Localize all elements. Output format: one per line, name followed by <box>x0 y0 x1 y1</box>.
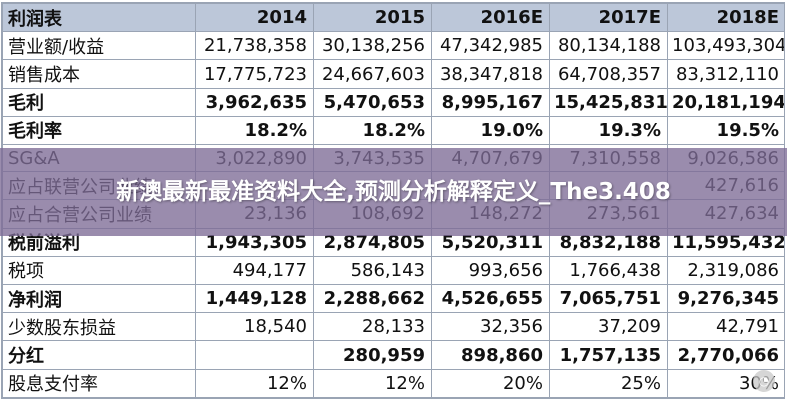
value-cell: 83,312,110 <box>667 59 784 89</box>
value-cell: 15,425,831 <box>549 87 668 117</box>
table-row: 毛利 3,962,635 5,470,653 8,995,167 15,425,831 2… <box>2 87 784 117</box>
value-cell: 18,540 <box>195 312 314 342</box>
value-cell: 2,770,066 <box>667 340 784 370</box>
row-label-cell: 毛利率 <box>2 115 196 146</box>
value-cell: 993,656 <box>431 255 550 286</box>
value-cell: 20% <box>431 368 550 398</box>
value-cell: 18.2% <box>195 115 314 146</box>
header-cell-title: 利润表 <box>2 3 196 33</box>
table-row: 营业额/收益 21,738,358 30,138,256 47,342,985 80,1… <box>2 31 784 61</box>
value-cell: 2,288,662 <box>313 283 432 314</box>
header-cell-2014: 2014 <box>195 3 314 33</box>
table-header-row: 利润表 2014 2015 2016E 2017E 2018E <box>2 3 784 33</box>
value-cell: 17,775,723 <box>195 59 314 89</box>
value-cell: 8,995,167 <box>431 87 550 117</box>
value-cell: 42,791 <box>667 312 784 342</box>
value-cell: 25% <box>549 368 668 398</box>
value-cell: 494,177 <box>195 255 314 286</box>
row-label-cell: 税项 <box>2 255 196 286</box>
watermark-logo-icon: ◔ <box>753 370 775 392</box>
row-label-cell: 少数股东损益 <box>2 312 196 342</box>
value-cell: 18.2% <box>313 115 432 146</box>
value-cell: 32,356 <box>431 312 550 342</box>
value-cell: 12% <box>195 368 314 398</box>
value-cell: 9,276,345 <box>667 283 784 314</box>
header-cell-2017e: 2017E <box>549 3 668 33</box>
value-cell: 1,449,128 <box>195 283 314 314</box>
value-cell: 64,708,357 <box>549 59 668 89</box>
value-cell <box>195 340 314 370</box>
header-cell-2015: 2015 <box>313 3 432 33</box>
value-cell: 19.5% <box>667 115 784 146</box>
table-row: 销售成本 17,775,723 24,667,603 38,347,818 64,708… <box>2 59 784 89</box>
table-row: 少数股东损益 18,540 28,133 32,356 37,209 42,791 <box>2 312 784 342</box>
value-cell: 80,134,188 <box>549 31 668 61</box>
value-cell: 20,181,194 <box>667 87 784 117</box>
value-cell: 3,962,635 <box>195 87 314 117</box>
header-cell-2018e: 2018E <box>667 3 784 33</box>
value-cell: 1,757,135 <box>549 340 668 370</box>
row-label-cell: 净利润 <box>2 283 196 314</box>
value-cell: 4,526,655 <box>431 283 550 314</box>
value-cell: 1,766,438 <box>549 255 668 286</box>
row-label-cell: 毛利 <box>2 87 196 117</box>
table-row: 税项 494,177 586,143 993,656 1,766,438 2,319,08… <box>2 255 784 286</box>
overlay-title: 新澳最新最准资料大全,预测分析解释定义_The3.408 <box>116 179 671 205</box>
row-label-cell: 股息支付率 <box>2 368 196 398</box>
value-cell: 21,738,358 <box>195 31 314 61</box>
value-cell: 30,138,256 <box>313 31 432 61</box>
value-cell: 5,470,653 <box>313 87 432 117</box>
value-cell: 28,133 <box>313 312 432 342</box>
value-cell: 898,860 <box>431 340 550 370</box>
table-row: 毛利率 18.2% 18.2% 19.0% 19.3% 19.5% <box>2 115 784 146</box>
row-label-cell: 分红 <box>2 340 196 370</box>
value-cell: 19.0% <box>431 115 550 146</box>
value-cell: 12% <box>313 368 432 398</box>
value-cell: 19.3% <box>549 115 668 146</box>
value-cell: 38,347,818 <box>431 59 550 89</box>
row-label-cell: 营业额/收益 <box>2 31 196 61</box>
row-label-cell: 销售成本 <box>2 59 196 89</box>
table-row: 分红 280,959 898,860 1,757,135 2,770,066 <box>2 340 784 370</box>
value-cell: 586,143 <box>313 255 432 286</box>
value-cell: 103,493,304 <box>667 31 784 61</box>
header-cell-2016e: 2016E <box>431 3 550 33</box>
value-cell: 47,342,985 <box>431 31 550 61</box>
title-overlay-banner: 新澳最新最准资料大全,预测分析解释定义_The3.408 <box>0 148 787 236</box>
table-row: 净利润 1,449,128 2,288,662 4,526,655 7,065,751 9… <box>2 283 784 314</box>
value-cell: 2,319,086 <box>667 255 784 286</box>
value-cell: 280,959 <box>313 340 432 370</box>
value-cell: 24,667,603 <box>313 59 432 89</box>
value-cell: 37,209 <box>549 312 668 342</box>
value-cell: 7,065,751 <box>549 283 668 314</box>
